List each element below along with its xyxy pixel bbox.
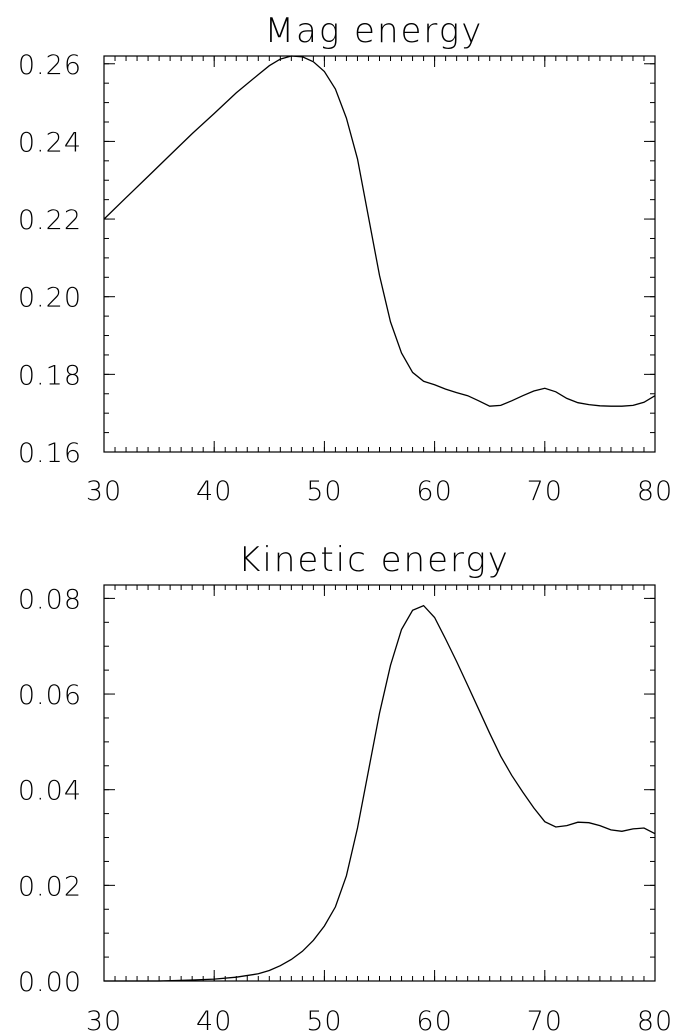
panel-kinetic-energy: Kinetic energy 30 40 50 60 70 80 0.00 0.02 0.04 0… xyxy=(18,540,673,1036)
series-line xyxy=(103,55,656,407)
x-tick-label: 60 xyxy=(416,1006,452,1036)
x-tick-label: 40 xyxy=(196,476,232,507)
plot-frame xyxy=(103,55,656,453)
x-tick-label: 50 xyxy=(306,1006,342,1036)
y-tick-label: 0.08 xyxy=(18,584,82,615)
y-tick-label: 0.26 xyxy=(18,50,82,81)
y-tick-label: 0.18 xyxy=(18,360,82,391)
y-tick-label: 0.24 xyxy=(18,127,82,158)
y-tick-label: 0.04 xyxy=(18,776,82,807)
y-tick-label: 0.02 xyxy=(18,871,82,902)
x-tick-label: 30 xyxy=(86,1006,122,1036)
x-tick-label: 40 xyxy=(196,1006,232,1036)
x-tick-label: 80 xyxy=(637,476,673,507)
y-tick-label: 0.22 xyxy=(18,205,82,236)
series-line xyxy=(104,604,656,982)
x-tick-label: 80 xyxy=(637,1006,673,1036)
x-tick-label: 70 xyxy=(527,1006,563,1036)
y-tick-label: 0.00 xyxy=(18,967,82,998)
x-tick-label: 70 xyxy=(527,476,563,507)
panel-mag-energy: Mag energy 30 40 50 60 70 80 0.16 0.18 0.20 0.22 0… xyxy=(18,11,673,507)
chart-title: Mag energy xyxy=(265,11,484,51)
y-tick-label: 0.16 xyxy=(18,438,82,469)
x-tick-label: 30 xyxy=(86,476,122,507)
chart-title: Kinetic energy xyxy=(238,540,510,580)
plot-frame xyxy=(103,584,656,982)
x-tick-label: 50 xyxy=(306,476,342,507)
y-tick-label: 0.06 xyxy=(18,680,82,711)
x-tick-label: 60 xyxy=(416,476,452,507)
y-tick-label: 0.20 xyxy=(18,283,82,314)
